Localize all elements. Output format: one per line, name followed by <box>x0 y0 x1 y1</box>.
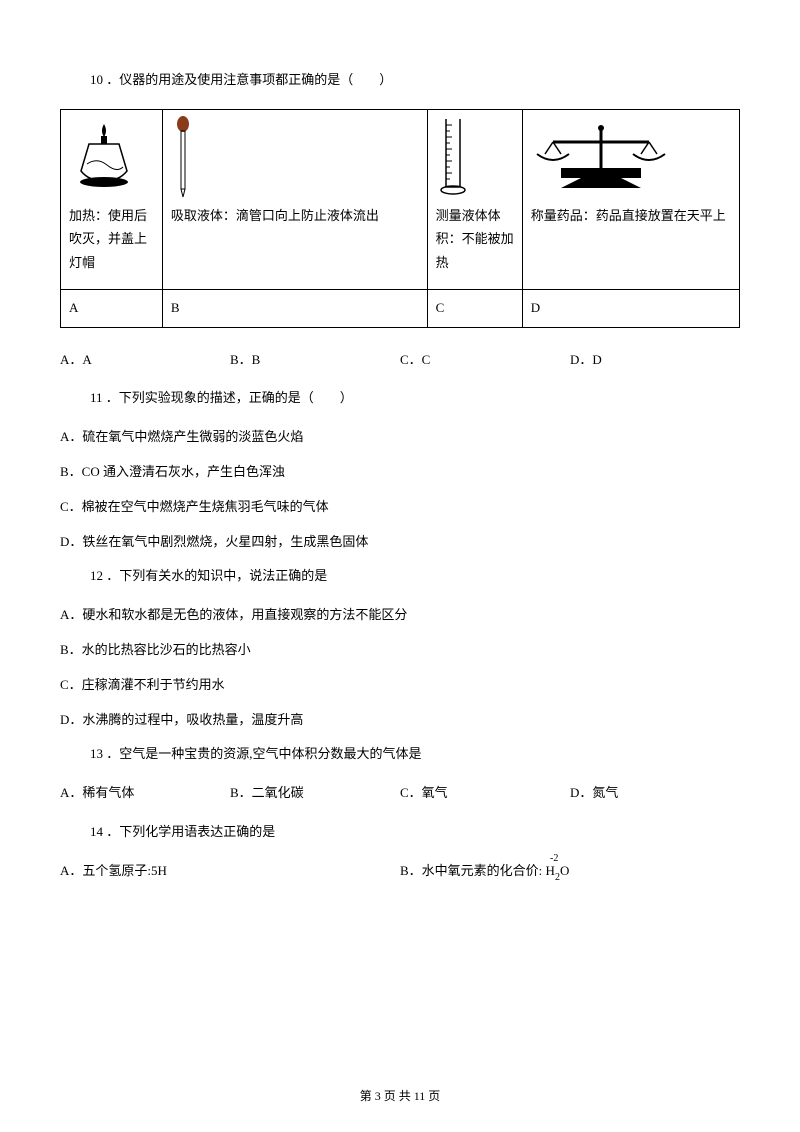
q13-options: A．稀有气体 B．二氧化碳 C．氧气 D．氮气 <box>60 783 740 804</box>
q14-b-prefix: B．水中氧元素的化合价: <box>400 863 542 878</box>
cell-d-text: 称量药品：药品直接放置在天平上 <box>531 204 731 227</box>
q10-option-d: D．D <box>570 350 740 371</box>
q13-stem: 13 ．空气是一种宝贵的资源,空气中体积分数最大的气体是 <box>90 744 740 765</box>
cell-c: 测量液体体积：不能被加热 <box>427 109 522 289</box>
instrument-table: 加热：使用后吹灭，并盖上灯帽 吸取液体：滴管口向上防止液体流出 <box>60 109 740 328</box>
cell-a-text: 加热：使用后吹灭，并盖上灯帽 <box>69 204 154 274</box>
q12-d: D．水沸腾的过程中，吸收热量，温度升高 <box>60 710 740 731</box>
q14-stem: 14 ．下列化学用语表达正确的是 <box>90 822 740 843</box>
q13-option-a: A．稀有气体 <box>60 783 230 804</box>
q10-option-a: A．A <box>60 350 230 371</box>
label-b: B <box>162 289 427 327</box>
graduated-cylinder-icon <box>436 118 514 198</box>
q11-c: C．棉被在空气中燃烧产生烧焦羽毛气味的气体 <box>60 497 740 518</box>
q10-stem: 10 ．仪器的用途及使用注意事项都正确的是（ ） <box>90 70 740 91</box>
q13-option-c: C．氧气 <box>400 783 570 804</box>
cell-b-text: 吸取液体：滴管口向上防止液体流出 <box>171 204 419 227</box>
q13-option-b: B．二氧化碳 <box>230 783 400 804</box>
q10-options: A．A B．B C．C D．D <box>60 350 740 371</box>
q12-c: C．庄稼滴灌不利于节约用水 <box>60 675 740 696</box>
q12-a: A．硬水和软水都是无色的液体，用直接观察的方法不能区分 <box>60 605 740 626</box>
label-c: C <box>427 289 522 327</box>
q11-d: D．铁丝在氧气中剧烈燃烧，火星四射，生成黑色固体 <box>60 532 740 553</box>
cell-d: 称量药品：药品直接放置在天平上 <box>522 109 739 289</box>
label-d: D <box>522 289 739 327</box>
q13-option-d: D．氮气 <box>570 783 740 804</box>
q12-b: B．水的比热容比沙石的比热容小 <box>60 640 740 661</box>
cell-c-text: 测量液体体积：不能被加热 <box>436 204 514 274</box>
q10-option-c: C．C <box>400 350 570 371</box>
page-footer: 第 3 页 共 11 页 <box>0 1087 800 1106</box>
q10-option-b: B．B <box>230 350 400 371</box>
cell-a: 加热：使用后吹灭，并盖上灯帽 <box>61 109 163 289</box>
label-a: A <box>61 289 163 327</box>
q11-a: A．硫在氧气中燃烧产生微弱的淡蓝色火焰 <box>60 427 740 448</box>
dropper-icon <box>171 118 419 198</box>
q11-b: B．CO 通入澄清石灰水，产生白色浑浊 <box>60 462 740 483</box>
alcohol-lamp-icon <box>69 118 154 198</box>
h2o-formula: -2H2O <box>546 861 570 885</box>
balance-scale-icon <box>531 118 731 198</box>
q11-stem: 11 ．下列实验现象的描述，正确的是（ ） <box>90 388 740 409</box>
q14-b: B．水中氧元素的化合价: -2H2O <box>400 861 740 885</box>
page: 10 ．仪器的用途及使用注意事项都正确的是（ ） 加热：使用后吹灭，并盖上灯帽 <box>0 0 800 1132</box>
q14-a: A．五个氢原子:5H <box>60 861 400 885</box>
q12-stem: 12 ．下列有关水的知识中，说法正确的是 <box>90 566 740 587</box>
cell-b: 吸取液体：滴管口向上防止液体流出 <box>162 109 427 289</box>
